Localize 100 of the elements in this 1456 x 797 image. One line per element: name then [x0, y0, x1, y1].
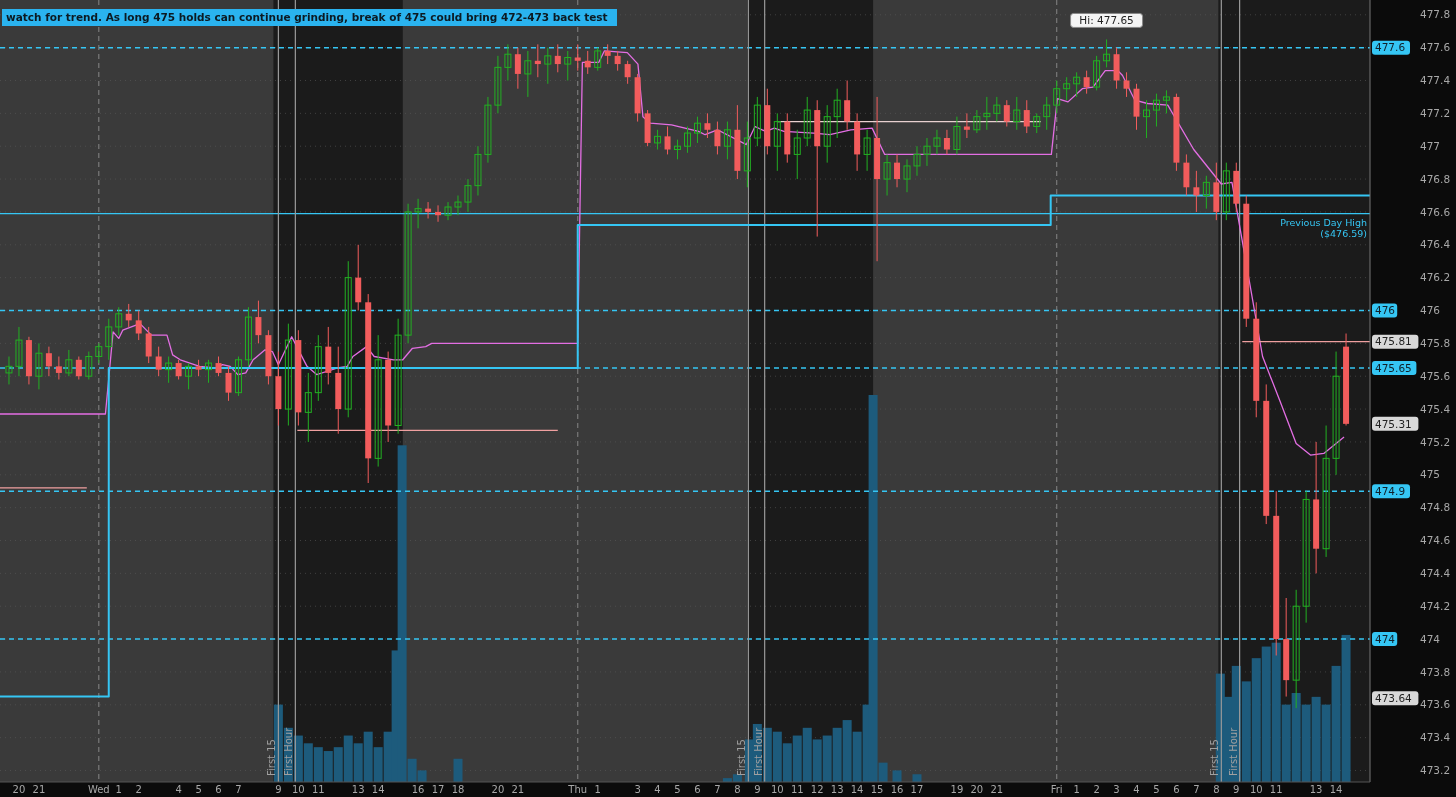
candlestick: [574, 43, 581, 72]
candlestick: [314, 334, 322, 402]
candlestick: [664, 126, 671, 155]
x-tick-label: 7: [714, 784, 721, 795]
y-tick-label: 477.2: [1420, 107, 1451, 120]
annotation: 475.81: [1375, 335, 1412, 348]
x-tick-label: 15: [870, 784, 884, 795]
candlestick: [844, 80, 851, 131]
x-tick-label: 2: [135, 784, 142, 795]
ref-line-label: 477.6: [1375, 41, 1406, 54]
x-tick-label: 6: [215, 784, 222, 795]
candlestick: [1053, 80, 1061, 114]
candlestick: [803, 96, 811, 147]
candlestick: [514, 47, 521, 90]
x-tick-label: 21: [511, 784, 525, 795]
candlestick: [45, 346, 52, 377]
candlestick: [983, 96, 991, 131]
y-tick-label: 477.8: [1420, 8, 1451, 21]
candlestick: [425, 201, 432, 219]
candlestick: [304, 372, 312, 443]
candlestick: [215, 356, 222, 377]
y-tick-label: 476.4: [1420, 238, 1451, 251]
candlestick: [923, 137, 931, 167]
candlestick: [255, 300, 262, 344]
x-tick-label: 9: [754, 784, 761, 795]
candlestick: [1143, 99, 1150, 139]
candlestick: [743, 121, 751, 188]
x-tick-label: 6: [694, 784, 701, 795]
x-tick-label: 12: [810, 784, 824, 795]
candlestick: [773, 112, 781, 172]
candlestick: [564, 50, 572, 81]
x-tick-label: 1: [115, 784, 122, 795]
x-tick-label: 21: [32, 784, 46, 795]
candlestick: [544, 47, 552, 85]
y-tick-label: 476.8: [1420, 172, 1451, 185]
candlestick: [894, 153, 901, 188]
candlestick: [484, 96, 492, 164]
y-tick-label: 475.2: [1420, 435, 1451, 448]
annotation: watch for trend. As long 475 holds can continue grinding, break of 475 could bring 472-473 back test: [6, 11, 608, 24]
candlestick: [1202, 175, 1210, 210]
ref-line-label: Previous Day High ($476.59): [1280, 216, 1367, 239]
candlestick: [234, 356, 242, 397]
x-tick-label: 21: [990, 784, 1004, 795]
candlestick: [943, 129, 950, 155]
candlestick: [534, 43, 541, 78]
x-tick-label: 8: [1213, 784, 1220, 795]
candlestick: [1043, 96, 1051, 131]
x-tick-label: Fri: [1050, 784, 1063, 795]
x-tick-label: 11: [1269, 784, 1283, 795]
y-tick-label: 477.6: [1420, 41, 1451, 54]
x-tick-label: 14: [1329, 784, 1343, 795]
candlestick: [374, 334, 382, 468]
y-tick-label: 473.8: [1420, 665, 1451, 678]
candlestick: [674, 139, 682, 160]
candlestick: [414, 198, 422, 229]
candlestick: [404, 203, 412, 344]
x-tick-label: 14: [371, 784, 385, 795]
candlestick: [833, 88, 841, 139]
candlestick: [963, 112, 970, 139]
candlestick: [913, 145, 921, 177]
candlestick: [284, 323, 292, 426]
ref-line-label: 474.9: [1375, 484, 1406, 497]
candlestick: [1302, 490, 1310, 624]
annotation: Hi: 477.65: [1079, 14, 1134, 27]
ref-line-label: First 15: [736, 739, 748, 776]
candlestick: [614, 50, 621, 72]
candlestick: [1332, 351, 1340, 476]
candlestick: [444, 201, 452, 221]
candlestick: [993, 96, 1001, 123]
ref-line-label: First 15: [1209, 739, 1221, 776]
x-tick-label: 3: [634, 784, 641, 795]
candlestick: [1073, 71, 1081, 98]
candlestick: [205, 359, 213, 384]
x-tick-label: 13: [351, 784, 365, 795]
candlestick: [55, 356, 62, 380]
candlestick: [504, 43, 512, 81]
x-tick-label: 9: [1233, 784, 1240, 795]
y-tick-label: 474: [1420, 632, 1441, 645]
x-tick-label: 16: [890, 784, 904, 795]
candlestick: [1023, 99, 1030, 134]
candlestick: [454, 195, 462, 216]
candlestick: [693, 116, 701, 144]
annotation: 473.64: [1375, 691, 1413, 704]
candlestick: [165, 356, 173, 384]
candlestick: [933, 129, 941, 155]
x-tick-label: 17: [431, 784, 445, 795]
candlestick: [973, 109, 981, 134]
x-tick-label: 13: [1309, 784, 1323, 795]
candlestick: [704, 112, 711, 139]
candlestick: [75, 356, 82, 380]
candlestick: [714, 121, 721, 155]
x-tick-label: 18: [451, 784, 465, 795]
candlestick: [1222, 162, 1230, 221]
y-tick-label: 477: [1420, 139, 1441, 152]
candlestick: [1103, 38, 1111, 68]
x-tick-label: 2: [1093, 784, 1100, 795]
y-tick-label: 475: [1420, 468, 1441, 481]
ref-line-label: First Hour: [752, 726, 764, 776]
candlestick: [65, 349, 73, 377]
candlestick: [125, 303, 132, 328]
